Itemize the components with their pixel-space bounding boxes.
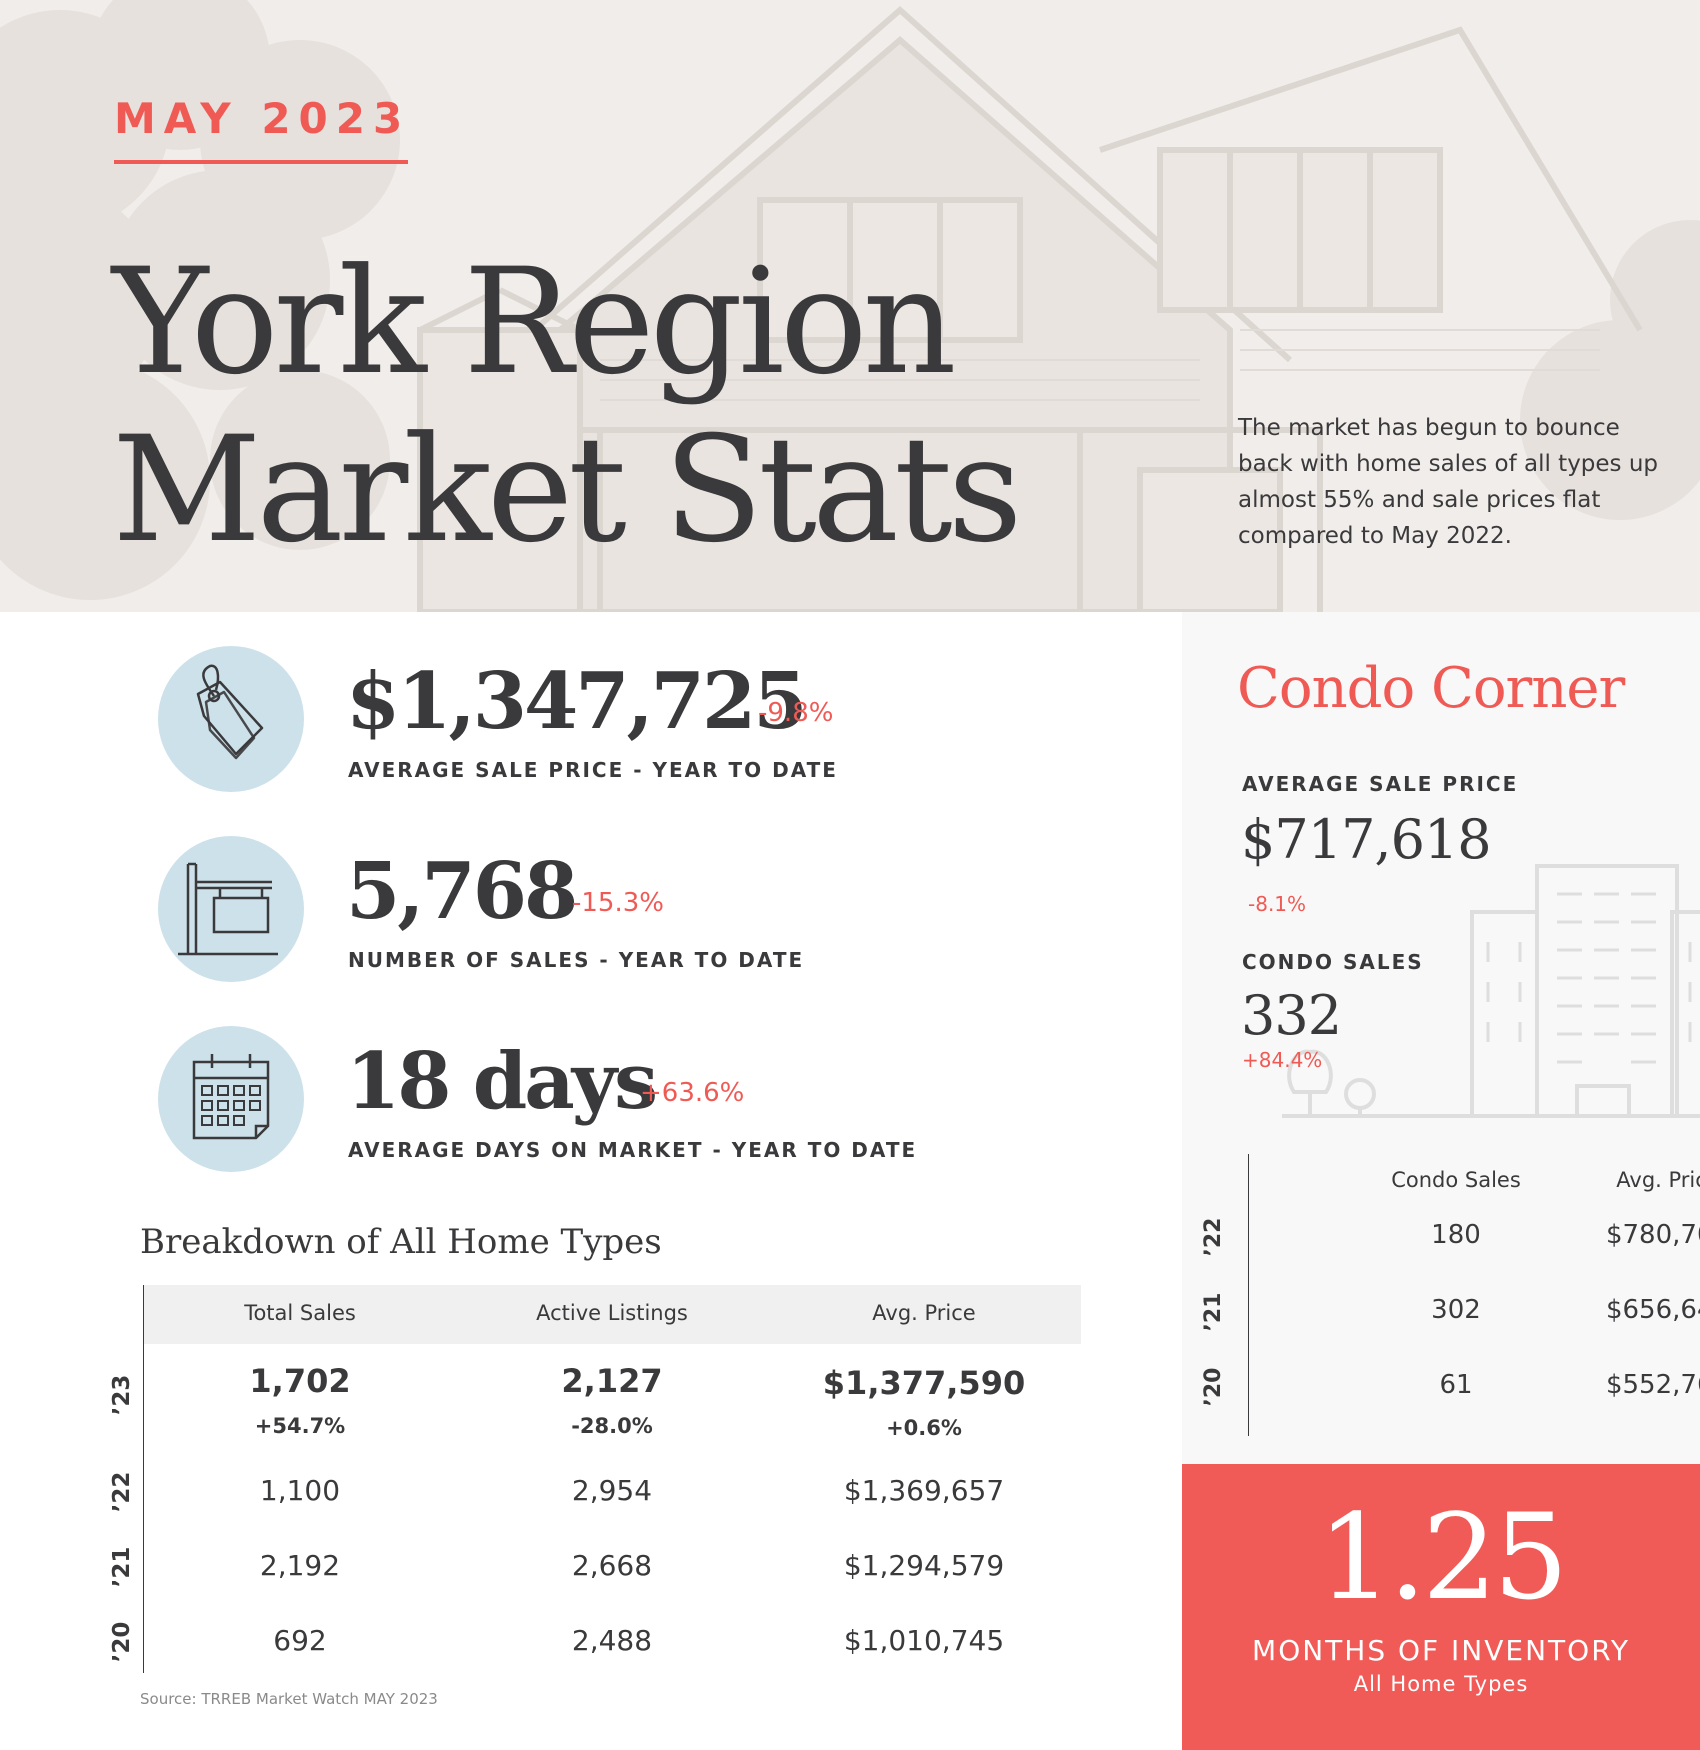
calendar-icon	[192, 1054, 270, 1140]
condo-sales-value: 332	[1241, 984, 1342, 1047]
source-note: Source: TRREB Market Watch MAY 2023	[140, 1690, 438, 1708]
column-header-condo-avg-price: Avg. Price	[1616, 1168, 1700, 1192]
condo-sales-change: +84.4%	[1242, 1048, 1323, 1072]
stat-change: -9.8%	[758, 698, 834, 728]
stat-value: 18 days	[346, 1036, 658, 1127]
stat-days-on-market: 18 days +63.6% AVERAGE DAYS ON MARKET - …	[158, 1026, 1158, 1174]
condo-avg-price-label: AVERAGE SALE PRICE	[1242, 772, 1519, 796]
condo-title: Condo Corner	[1237, 656, 1625, 721]
price-tag-icon	[196, 664, 264, 760]
title-line-1: York Region	[112, 237, 957, 407]
stat-label: AVERAGE DAYS ON MARKET - YEAR TO DATE	[348, 1138, 918, 1162]
stat-value: $1,347,725	[346, 656, 807, 747]
condo-avg-price-change: -8.1%	[1248, 892, 1307, 916]
inventory-sub-label: All Home Types	[1353, 1672, 1529, 1696]
table-cell: 61	[1439, 1370, 1473, 1400]
table-cell: $1,369,657	[843, 1474, 1005, 1507]
year-label: ’20	[109, 1621, 135, 1663]
table-cell: 2,488	[571, 1624, 653, 1657]
title-line-2: Market Stats	[112, 405, 1023, 575]
table-cell: 180	[1431, 1220, 1481, 1250]
breakdown-title: Breakdown of All Home Types	[140, 1222, 662, 1262]
year-label: ’21	[1201, 1292, 1226, 1332]
table-header: Total Sales Active Listings Avg. Price	[144, 1285, 1081, 1344]
table-cell: $780,703	[1605, 1220, 1700, 1250]
table-cell: 692	[273, 1624, 327, 1657]
condo-corner-panel: Condo Corner AVERAGE SALE PRICE $717,618…	[1182, 612, 1700, 1464]
year-label: ’21	[109, 1546, 135, 1588]
condo-buildings-icon	[1282, 864, 1700, 1118]
table-cell: 2,192	[259, 1549, 341, 1582]
page-title: York Region Market Stats	[112, 237, 1023, 575]
stat-label: NUMBER OF SALES - YEAR TO DATE	[348, 948, 805, 972]
year-label: ’22	[1201, 1217, 1226, 1257]
year-label: ’22	[109, 1471, 135, 1513]
sale-sign-icon	[178, 862, 278, 956]
table-cell: $1,010,745	[843, 1624, 1005, 1657]
table-cell: $1,377,590	[822, 1364, 1026, 1402]
intro-text: The market has begun to bounce back with…	[1238, 415, 1659, 549]
stat-number-of-sales: 5,768 -15.3% NUMBER OF SALES - YEAR TO D…	[158, 836, 1158, 984]
month-underline	[114, 160, 408, 164]
table-cell: 2,954	[571, 1474, 653, 1507]
stat-icon-circle	[158, 1026, 304, 1172]
table-cell: 302	[1431, 1295, 1481, 1325]
table-cell-change: +0.6%	[886, 1416, 962, 1440]
year-label: ’20	[1201, 1367, 1226, 1407]
stat-icon-circle	[158, 836, 304, 982]
table-cell-change: -28.0%	[571, 1414, 653, 1438]
inventory-value: 1.25	[1317, 1488, 1569, 1626]
table-cell: $1,294,579	[843, 1549, 1005, 1582]
column-header-condo-sales: Condo Sales	[1391, 1168, 1521, 1192]
column-header-active-listings: Active Listings	[536, 1301, 688, 1325]
inventory-label: MONTHS OF INVENTORY	[1252, 1634, 1630, 1667]
table-cell: $656,648	[1605, 1295, 1700, 1325]
table-cell: 1,100	[259, 1474, 341, 1507]
stat-change: -15.3%	[572, 888, 664, 918]
condo-sales-label: CONDO SALES	[1242, 950, 1424, 974]
report-month: MAY 2023	[114, 94, 411, 143]
table-cell: $552,769	[1605, 1370, 1700, 1400]
house-photo-icon	[0, 0, 1700, 612]
inventory-box: 1.25 MONTHS OF INVENTORY All Home Types	[1182, 1464, 1700, 1750]
column-header-avg-price: Avg. Price	[872, 1301, 976, 1325]
stat-average-sale-price: $1,347,725 -9.8% AVERAGE SALE PRICE - YE…	[158, 646, 1158, 794]
year-label: ’23	[109, 1374, 135, 1416]
table-cell-change: +54.7%	[254, 1414, 346, 1438]
table-cell: 2,127	[561, 1362, 663, 1400]
table-cell: 2,668	[571, 1549, 653, 1582]
stat-value: 5,768	[346, 846, 578, 937]
hero-banner: MAY 2023 York Region Market Stats The ma…	[0, 0, 1700, 612]
stat-change: +63.6%	[640, 1078, 745, 1108]
condo-table-divider	[1248, 1154, 1249, 1436]
stat-label: AVERAGE SALE PRICE - YEAR TO DATE	[348, 758, 838, 782]
column-header-total-sales: Total Sales	[244, 1301, 356, 1325]
stat-icon-circle	[158, 646, 304, 792]
condo-avg-price-value: $717,618	[1241, 808, 1492, 871]
table-cell: 1,702	[249, 1362, 351, 1400]
table-divider	[143, 1285, 144, 1673]
